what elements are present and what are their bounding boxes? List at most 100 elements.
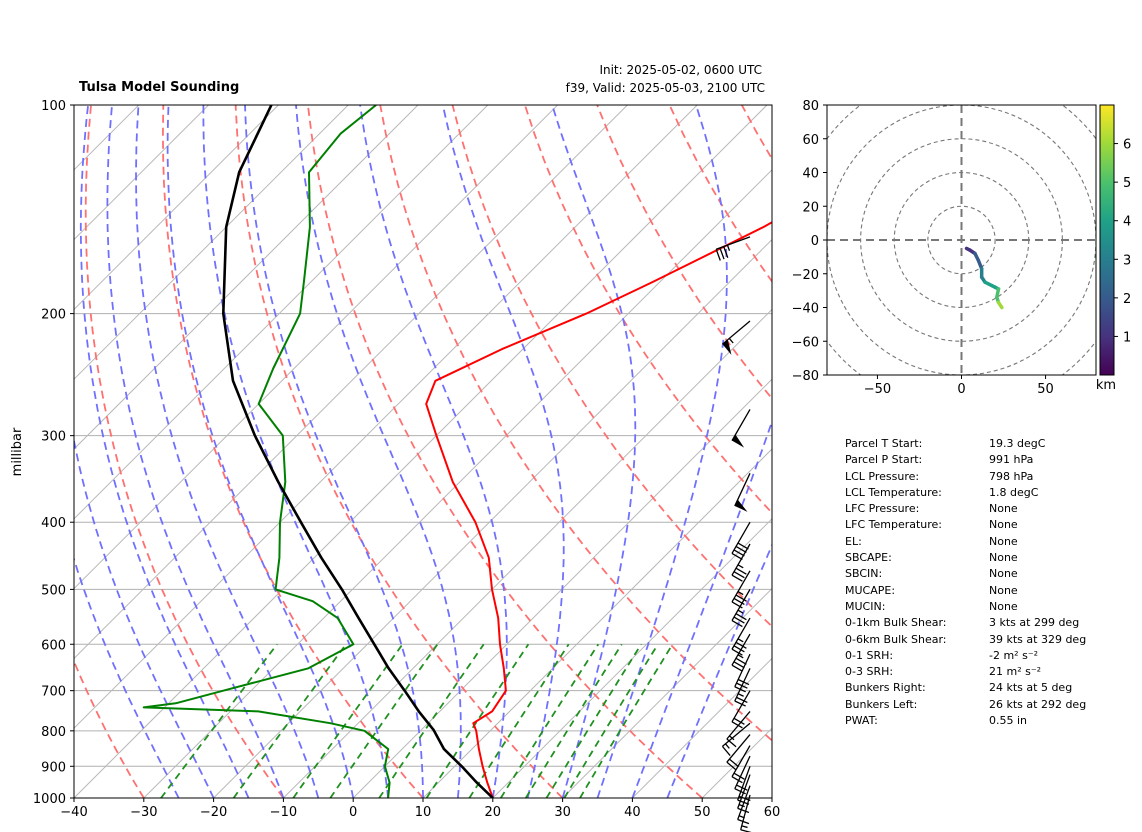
stat-value: None <box>989 502 1018 516</box>
stat-label: SBCAPE: <box>845 551 892 565</box>
skewt-frame <box>73 104 773 799</box>
hodo-y-tick-label: 60 <box>802 133 819 148</box>
stat-label: MUCIN: <box>845 599 886 613</box>
x-tick-label: 40 <box>624 805 641 820</box>
stat-value: 19.3 degC <box>989 437 1046 450</box>
wind-barb <box>722 320 751 355</box>
init-time: Init: 2025-05-02, 0600 UTC <box>599 63 762 77</box>
barb-staff <box>726 734 751 763</box>
stat-label: MUCAPE: <box>845 583 896 597</box>
wind-barb <box>731 745 751 784</box>
isotherm-line <box>492 518 772 798</box>
colorbar-tick-label: 1 <box>1123 330 1131 345</box>
y-tick-label: 1000 <box>33 792 66 807</box>
barb-full <box>733 717 745 725</box>
stat-value: None <box>989 551 1018 565</box>
dry-adiabat-line <box>307 105 703 798</box>
barb-full <box>735 641 747 649</box>
hodo-y-tick-label: 20 <box>802 200 819 215</box>
barb-full <box>731 721 743 729</box>
stat-value: 3 kts at 299 deg <box>989 616 1080 630</box>
stat-label: LFC Temperature: <box>845 518 943 532</box>
moist-adiabat-line <box>441 105 565 798</box>
stat-value: 0.55 in <box>989 714 1028 728</box>
x-tick-label: −40 <box>60 805 87 820</box>
wind-barb <box>734 473 751 512</box>
stat-value: 39 kts at 329 deg <box>989 632 1087 646</box>
barb-full <box>734 700 746 707</box>
isotherm-line <box>74 105 419 450</box>
moist-adiabat-line <box>135 105 320 798</box>
barb-full <box>733 772 745 780</box>
wind-barb <box>715 236 751 261</box>
barb-half <box>737 609 744 614</box>
plot-title: Tulsa Model Sounding <box>79 80 240 95</box>
barb-half <box>726 244 731 251</box>
dry-adiabat-line <box>379 105 772 742</box>
barb-full <box>733 661 745 669</box>
wind-barb <box>731 543 751 582</box>
x-tick-label: 10 <box>415 805 432 820</box>
barb-staff <box>734 653 751 688</box>
barb-full <box>715 248 721 261</box>
stat-label: EL: <box>845 534 862 548</box>
parcel-profile-line <box>222 105 494 798</box>
barb-full <box>729 758 740 768</box>
barb-full <box>726 738 737 748</box>
barb-full <box>735 657 747 665</box>
stat-label: PWAT: <box>845 714 878 728</box>
stat-label: 0-1 SRH: <box>845 648 894 662</box>
stat-label: LCL Pressure: <box>845 469 920 483</box>
stat-value: 991 hPa <box>989 453 1034 467</box>
hodo-y-tick-label: −80 <box>792 369 819 384</box>
hodo-y-tick-label: −40 <box>792 302 819 317</box>
colorbar-tick-label: 4 <box>1123 215 1131 230</box>
barb-full <box>734 686 746 693</box>
mixing-ratio-line <box>579 643 674 798</box>
dewpoint-profile-line <box>142 105 391 798</box>
barb-staff <box>731 521 751 554</box>
x-tick-label: −10 <box>270 805 297 820</box>
barb-full <box>735 567 747 575</box>
y-tick-label: 700 <box>41 685 66 700</box>
temperature-profile-line <box>425 221 772 798</box>
mixing-ratio-line <box>563 643 659 798</box>
stat-value: None <box>989 518 1018 532</box>
colorbar-tick-label: 2 <box>1123 292 1131 307</box>
stat-value: None <box>989 599 1018 613</box>
barb-full <box>723 246 729 258</box>
barb-half <box>737 638 744 643</box>
y-axis-label: millibar <box>10 427 25 476</box>
mixing-ratio-line <box>160 643 278 798</box>
x-tick-label: 60 <box>764 805 781 820</box>
moist-adiabat-line <box>596 105 728 798</box>
isotherm-line <box>213 238 772 798</box>
stat-label: LFC Pressure: <box>845 502 920 516</box>
colorbar-tick-label: 3 <box>1123 253 1131 268</box>
isotherm-line <box>632 657 772 798</box>
barb-full <box>726 761 737 771</box>
colorbar <box>1099 104 1115 376</box>
moist-adiabat-line <box>631 418 772 798</box>
x-tick-label: −30 <box>130 805 157 820</box>
y-tick-label: 400 <box>41 516 66 531</box>
barb-full <box>737 678 750 686</box>
hodo-x-tick-label: 0 <box>957 382 965 397</box>
moist-adiabat-line <box>244 105 424 798</box>
mixing-ratio-line <box>545 643 642 798</box>
wind-barb <box>737 766 751 805</box>
wind-barb <box>731 589 751 628</box>
mixing-ratio-line <box>378 643 485 798</box>
y-tick-label: 300 <box>41 430 66 445</box>
moist-adiabat-line <box>551 105 637 798</box>
barb-full <box>734 788 746 795</box>
barb-staff <box>731 570 751 603</box>
wind-barb <box>731 633 751 672</box>
barb-full <box>738 795 751 802</box>
mixing-ratio-line <box>425 643 530 798</box>
barb-staff <box>731 617 751 650</box>
stat-value: 21 m² s⁻² <box>989 665 1042 679</box>
hodo-y-tick-label: 0 <box>811 234 819 249</box>
wind-barb <box>731 617 751 656</box>
y-tick-label: 900 <box>41 760 66 775</box>
